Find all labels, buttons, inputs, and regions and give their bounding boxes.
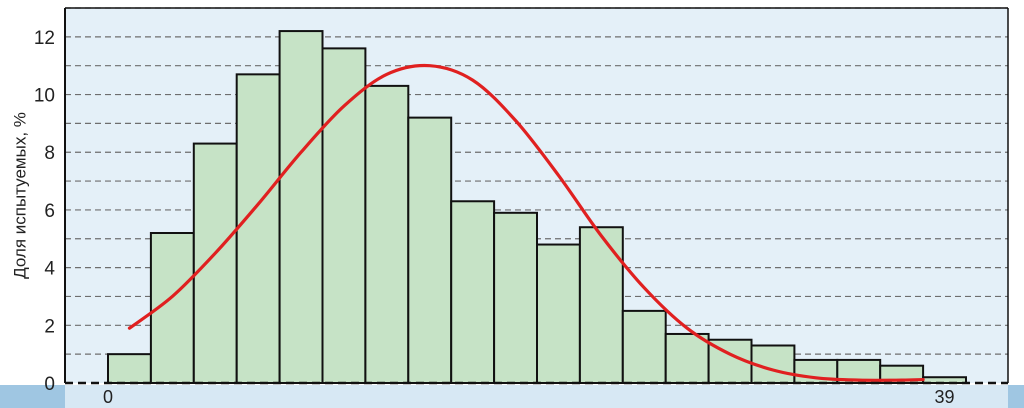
bars-group (107, 30, 967, 385)
histogram-bar (407, 116, 453, 384)
y-axis-label: Доля испытуемых, % (10, 112, 29, 279)
y-tick-label: 4 (44, 259, 55, 280)
histogram-bar (364, 84, 410, 384)
histogram-bar (107, 353, 152, 384)
histogram-bar (450, 200, 496, 384)
histogram-bar (664, 332, 710, 385)
x-tick-label: 39 (935, 387, 955, 407)
histogram-bar (493, 211, 539, 384)
y-tick-label: 8 (44, 143, 55, 164)
histogram-bar (536, 243, 581, 384)
normal-fit-curve (127, 63, 925, 382)
histogram-bar (621, 309, 667, 384)
y-tick-label: 0 (44, 374, 55, 395)
histogram-bar (278, 30, 324, 384)
axes (0, 7, 1024, 408)
histogram-bar (235, 73, 281, 384)
y-tick-label: 2 (44, 316, 55, 337)
histogram-bar (192, 142, 238, 384)
fit-curve-group (127, 63, 925, 382)
y-tick-labels: 0 2 4 6 8 10 12 (34, 28, 56, 395)
histogram-bar (578, 226, 624, 384)
y-tick-label: 6 (44, 201, 55, 222)
y-tick-label: 12 (34, 28, 55, 49)
x-axis-band (65, 385, 1008, 408)
y-tick-label: 10 (34, 86, 55, 107)
x-tick-labels: 0 39 (103, 387, 955, 407)
histogram-bar (321, 47, 367, 385)
x-tick-label: 0 (103, 387, 113, 407)
